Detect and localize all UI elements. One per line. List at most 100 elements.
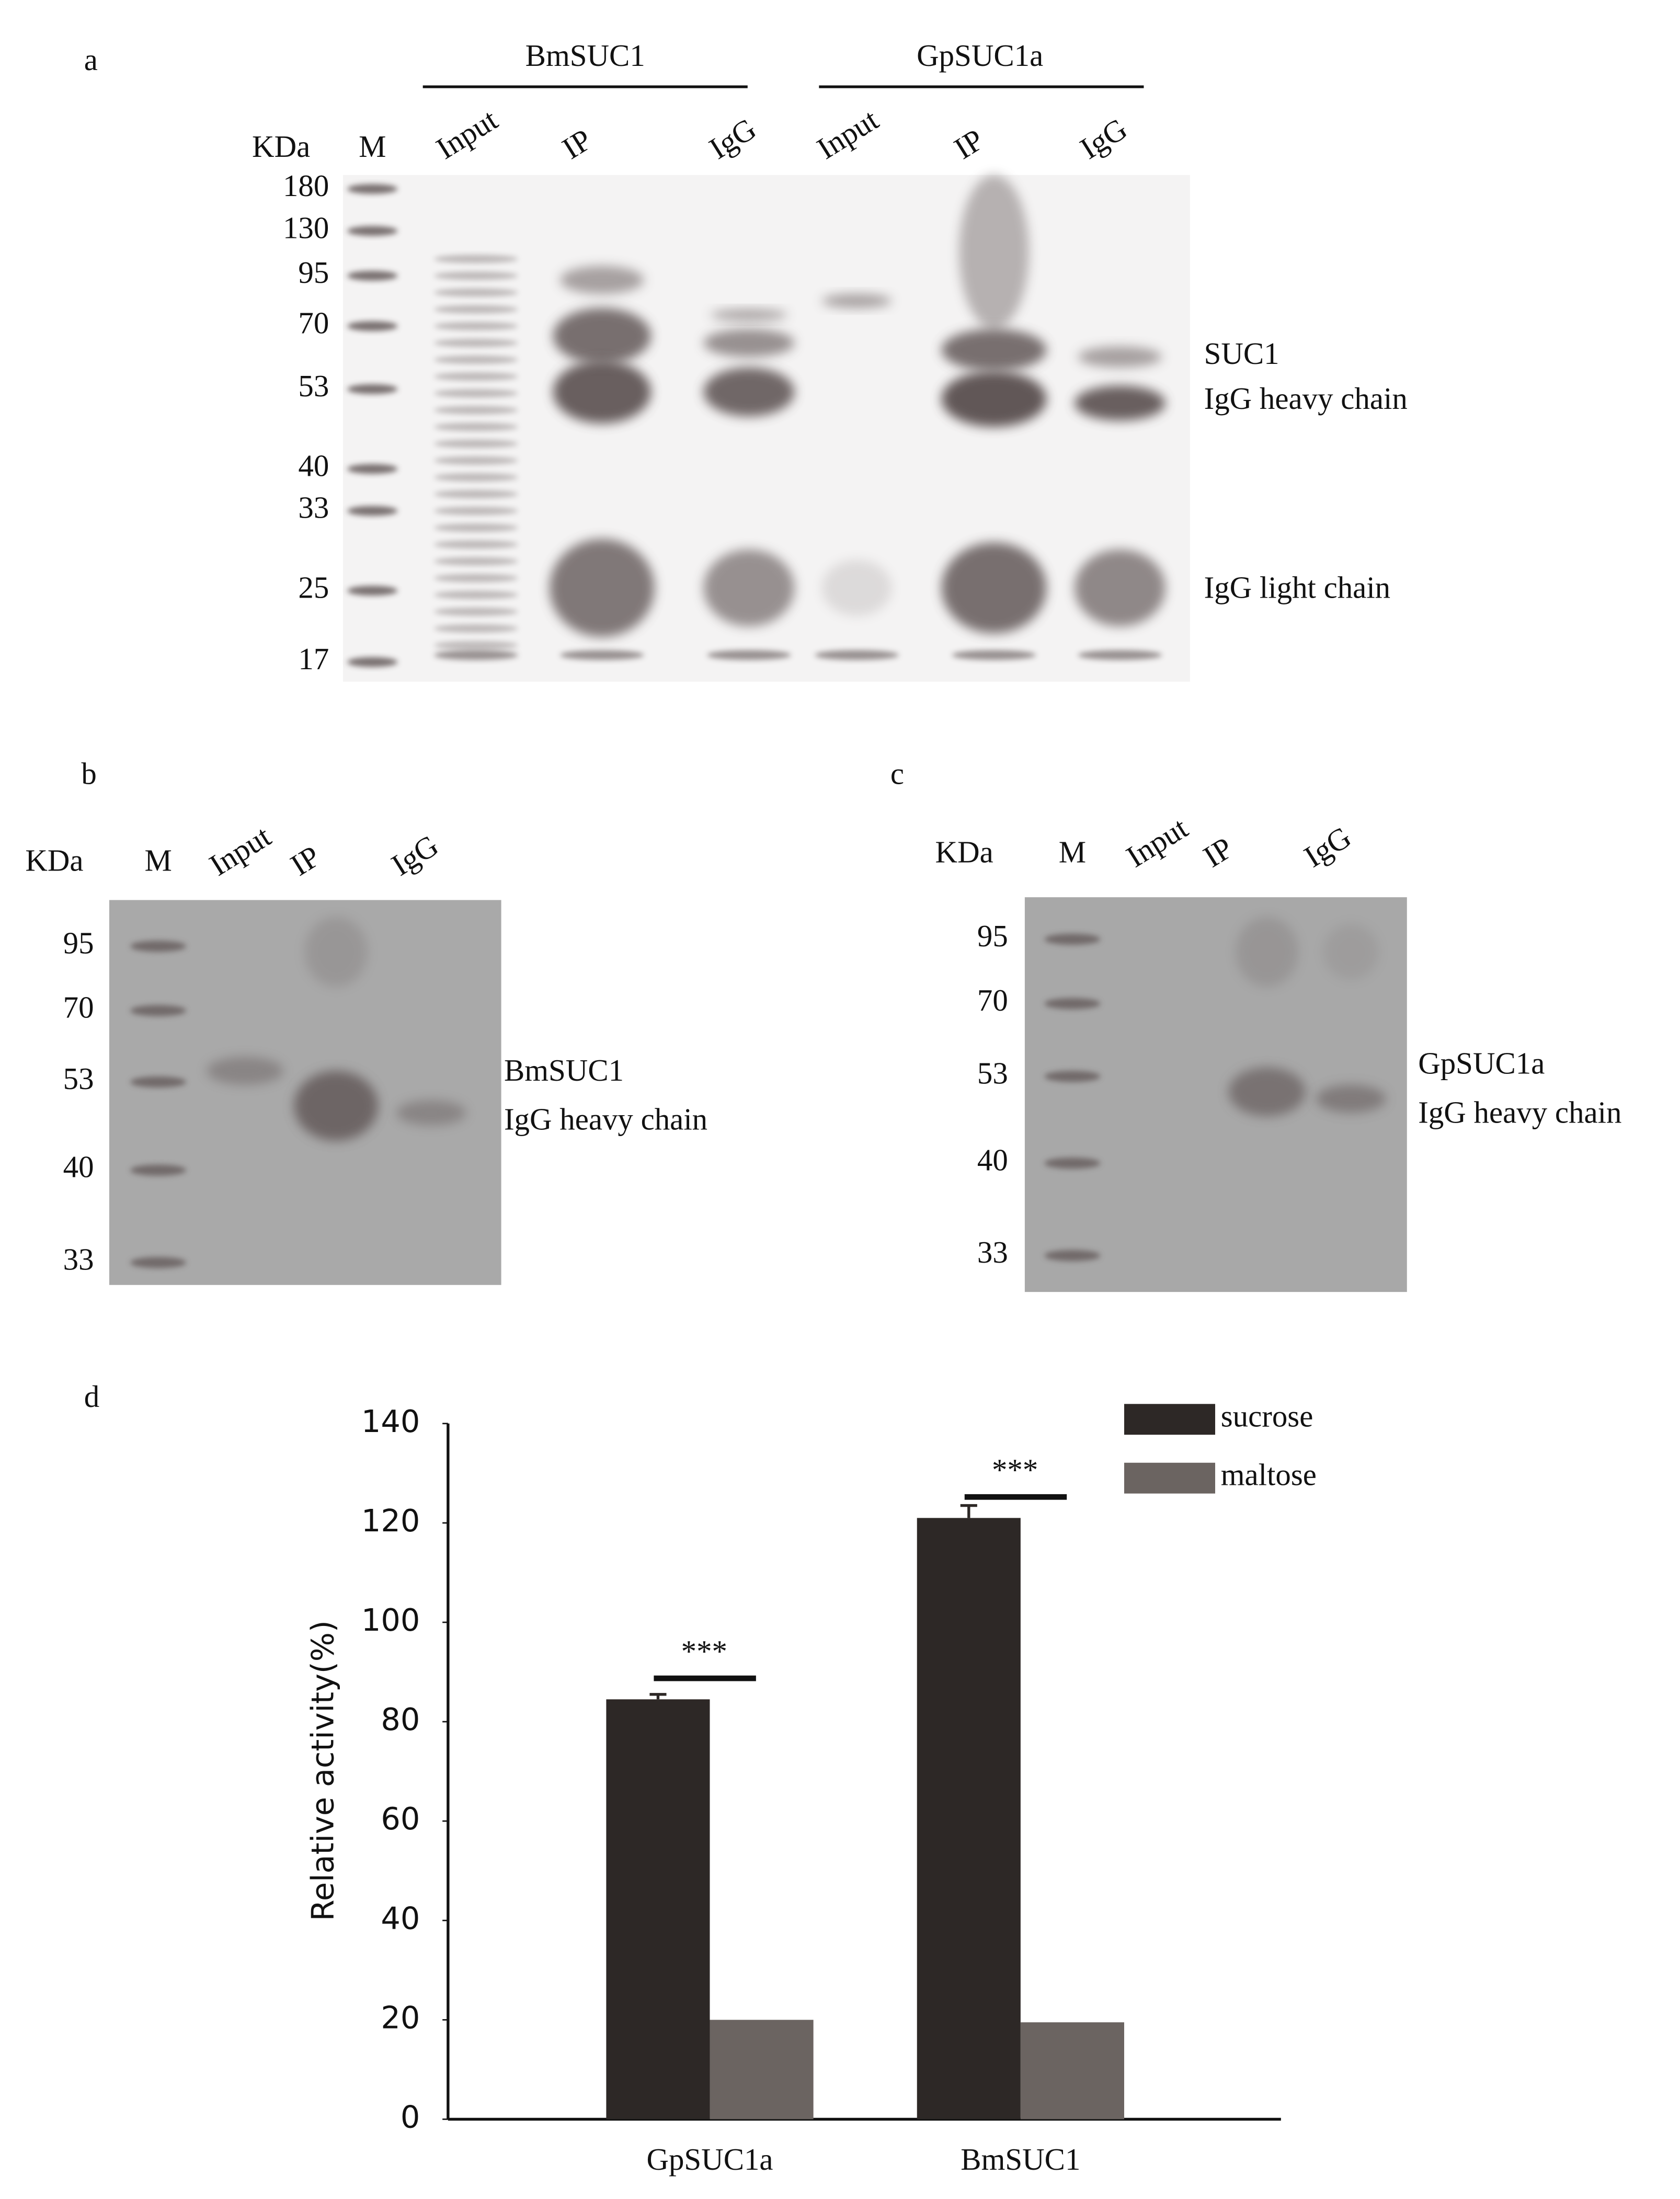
marker-label: 33 [977, 1235, 1008, 1269]
gel-band [434, 439, 518, 448]
gel-band [560, 266, 644, 294]
marker-label: 25 [298, 570, 329, 604]
marker-label: 40 [63, 1150, 94, 1184]
gel-band [347, 271, 398, 281]
gel-band [434, 372, 518, 381]
gel-band [821, 559, 892, 616]
gel-band [553, 308, 652, 364]
y-tick-label: 60 [381, 1801, 420, 1837]
gel-band [130, 1164, 187, 1176]
gel-band [294, 1071, 378, 1141]
gel-band [347, 586, 398, 596]
y-tick-label: 40 [381, 1900, 420, 1936]
significance-label: *** [681, 1634, 727, 1668]
marker-label: 95 [63, 926, 94, 960]
gel-band [434, 557, 518, 566]
y-tick-label: 80 [381, 1701, 420, 1737]
lane-label: M [144, 843, 172, 877]
lane-label: Input [430, 102, 504, 166]
gel-band [703, 549, 795, 627]
gel-band [434, 490, 518, 499]
significance-label: *** [992, 1453, 1038, 1487]
y-tick-label: 100 [361, 1602, 420, 1638]
gel-band [434, 456, 518, 465]
lane-label: Input [1121, 810, 1194, 874]
gel-band [1078, 346, 1162, 368]
gel-band [434, 624, 518, 633]
group-label: BmSUC1 [525, 39, 645, 73]
lane-label: IP [948, 122, 990, 166]
gel-band [1074, 549, 1165, 627]
legend-label: sucrose [1221, 1399, 1313, 1433]
gel-band [941, 371, 1047, 427]
y-tick-label: 20 [381, 1999, 420, 2035]
marker-label: 53 [63, 1062, 94, 1096]
gel-band [703, 329, 795, 357]
gel-band [434, 607, 518, 616]
gel-band [1228, 1067, 1306, 1117]
gel-band [710, 309, 788, 321]
lane-label: IP [285, 839, 326, 883]
gel-band [1323, 924, 1379, 980]
gel-band [130, 1005, 187, 1016]
gel-band [434, 338, 518, 347]
gel-band [434, 305, 518, 314]
marker-label: 33 [298, 491, 329, 525]
gel-bands [130, 175, 1386, 1268]
gel-band [434, 641, 518, 650]
x-tick-label: GpSUC1a [646, 2143, 773, 2177]
gel-band [821, 294, 892, 308]
gel-band [434, 574, 518, 582]
gel-band [347, 464, 398, 474]
unit-label: KDa [25, 843, 83, 877]
lane-label: Input [811, 102, 884, 166]
bar [710, 2020, 814, 2120]
gel-band [434, 422, 518, 431]
gel-band [815, 650, 899, 660]
band-label: IgG heavy chain [1204, 382, 1408, 416]
gel-band [347, 657, 398, 667]
gel-band [1044, 1158, 1101, 1169]
panel-letter: d [84, 1380, 99, 1414]
band-label: IgG light chain [1204, 570, 1391, 604]
gel-band [549, 539, 655, 637]
panel-letter: a [84, 43, 98, 77]
unit-label: KDa [252, 130, 310, 164]
bar [917, 1518, 1021, 2120]
gel-band [434, 288, 518, 297]
legend-swatch [1124, 1404, 1216, 1435]
lane-label: M [1059, 835, 1086, 869]
gel-band [959, 175, 1029, 329]
gel-band [1044, 1250, 1101, 1262]
marker-label: 17 [298, 642, 329, 676]
y-tick-label: 0 [401, 2099, 420, 2135]
marker-label: 53 [298, 369, 329, 403]
gel-band [553, 360, 652, 423]
gel-band [130, 1076, 187, 1088]
marker-label: 40 [977, 1143, 1008, 1177]
gel-band [434, 356, 518, 364]
y-axis-label: Relative activity(%) [304, 1620, 340, 1921]
gel-band [434, 523, 518, 532]
band-label: IgG heavy chain [504, 1103, 707, 1137]
lane-label: IP [556, 122, 598, 166]
gel-band [1235, 917, 1299, 987]
legend-label: maltose [1221, 1458, 1317, 1492]
lane-label: IgG [703, 111, 762, 166]
gel-band [304, 917, 368, 987]
marker-label: 33 [63, 1242, 94, 1276]
gel-band [707, 650, 791, 660]
lane-label: IgG [1298, 820, 1357, 874]
gel-band [130, 1257, 187, 1268]
gel-band [434, 271, 518, 280]
y-tick-label: 140 [361, 1403, 420, 1439]
marker-label: 95 [977, 919, 1008, 953]
marker-label: 53 [977, 1056, 1008, 1090]
gel-band [434, 322, 518, 330]
panel-letter: c [890, 757, 904, 791]
marker-label: 130 [283, 211, 329, 245]
gel-band [1074, 385, 1165, 421]
gel-band [396, 1100, 466, 1126]
